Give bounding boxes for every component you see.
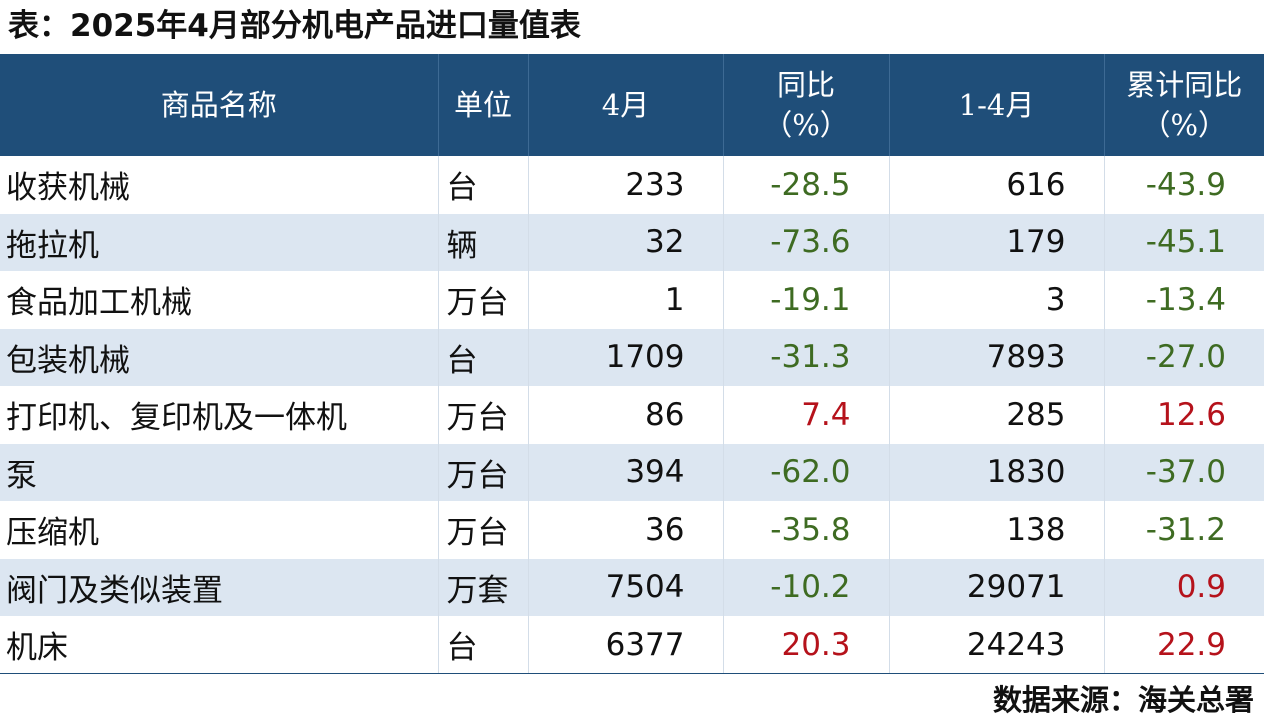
cell-month: 233: [527, 156, 723, 214]
table-row: 拖拉机 辆 32 -73.6 179 -45.1: [0, 213, 1264, 271]
cell-name: 机床: [0, 616, 438, 674]
header-name: 商品名称: [0, 54, 438, 156]
header-yoy-label: 同比: [776, 68, 835, 102]
table-row: 泵 万台 394 -62.0 1830 -37.0: [0, 443, 1264, 501]
cell-ytd-yoy: 12.6: [1103, 386, 1264, 444]
cell-unit: 万套: [437, 558, 528, 616]
cell-month: 1: [527, 271, 723, 329]
cell-month: 36: [527, 501, 723, 559]
table-title: 表：2025年4月部分机电产品进口量值表: [8, 8, 581, 44]
cell-ytd-yoy: -37.0: [1103, 443, 1264, 501]
table-row: 收获机械 台 233 -28.5 616 -43.9: [0, 156, 1264, 214]
cell-ytd: 138: [888, 501, 1104, 559]
cell-name: 阀门及类似装置: [0, 558, 438, 616]
cell-ytd-yoy: 0.9: [1103, 558, 1264, 616]
cell-yoy: -35.8: [722, 501, 889, 559]
cell-ytd: 29071: [888, 558, 1104, 616]
cell-name: 包装机械: [0, 328, 438, 386]
cell-unit: 万台: [437, 271, 528, 329]
cell-unit: 万台: [437, 443, 528, 501]
cell-unit: 台: [437, 156, 528, 214]
cell-ytd: 179: [888, 213, 1104, 271]
cell-ytd-yoy: -43.9: [1103, 156, 1264, 214]
table-body: 收获机械 台 233 -28.5 616 -43.9 拖拉机 辆 32 -73.…: [0, 156, 1264, 674]
table-row: 食品加工机械 万台 1 -19.1 3 -13.4: [0, 271, 1264, 329]
cell-month: 7504: [527, 558, 723, 616]
cell-unit: 台: [437, 616, 528, 674]
cell-yoy: -19.1: [722, 271, 889, 329]
cell-yoy: -10.2: [722, 558, 889, 616]
cell-name: 收获机械: [6, 170, 130, 207]
data-source: 数据来源：海关总署: [992, 683, 1254, 717]
table-row: 包装机械 台 1709 -31.3 7893 -27.0: [0, 328, 1264, 386]
cell-name: 压缩机: [6, 515, 99, 552]
table-row: 压缩机 万台 36 -35.8 138 -31.2: [0, 501, 1264, 559]
table-row: 打印机、复印机及一体机 万台 86 7.4 285 12.6: [0, 386, 1264, 444]
header-ytd-yoy-unit: （%）: [1141, 108, 1228, 142]
header-ytd: 1-4月: [888, 54, 1104, 156]
cell-name: 泵: [0, 443, 438, 501]
table-header: 商品名称 单位 4月 同比 （%） 1-4月 累计同比 （%）: [0, 54, 1264, 156]
header-unit: 单位: [437, 54, 528, 156]
cell-ytd-yoy: -27.0: [1103, 328, 1264, 386]
cell-unit: 万台: [437, 501, 528, 559]
cell-month: 32: [527, 213, 723, 271]
cell-ytd: 285: [888, 386, 1104, 444]
cell-ytd: 616: [888, 156, 1104, 214]
cell-ytd-yoy: 22.9: [1103, 616, 1264, 674]
cell-ytd: 1830: [888, 443, 1104, 501]
cell-ytd-yoy: -31.2: [1103, 501, 1264, 559]
header-ytd-yoy: 累计同比 （%）: [1103, 54, 1264, 156]
cell-month: 6377: [527, 616, 723, 674]
cell-month: 1709: [527, 328, 723, 386]
cell-unit: 台: [437, 328, 528, 386]
cell-yoy: -62.0: [722, 443, 889, 501]
cell-name: 食品加工机械: [6, 285, 192, 322]
cell-name: 打印机、复印机及一体机: [6, 400, 347, 437]
cell-yoy: 7.4: [722, 386, 889, 444]
cell-ytd: 3: [888, 271, 1104, 329]
table-row: 阀门及类似装置 万套 7504 -10.2 29071 0.9: [0, 558, 1264, 616]
table-row: 机床 台 6377 20.3 24243 22.9: [0, 616, 1264, 674]
header-yoy: 同比 （%）: [722, 54, 889, 156]
cell-month: 86: [527, 386, 723, 444]
cell-month: 394: [527, 443, 723, 501]
cell-ytd-yoy: -13.4: [1103, 271, 1264, 329]
cell-unit: 万台: [437, 386, 528, 444]
cell-ytd: 24243: [888, 616, 1104, 674]
cell-yoy: 20.3: [722, 616, 889, 674]
cell-yoy: -28.5: [722, 156, 889, 214]
cell-ytd: 7893: [888, 328, 1104, 386]
cell-ytd-yoy: -45.1: [1103, 213, 1264, 271]
header-ytd-yoy-label: 累计同比: [1126, 68, 1243, 102]
cell-yoy: -31.3: [722, 328, 889, 386]
cell-name: 拖拉机: [0, 213, 438, 271]
import-table: 商品名称 单位 4月 同比 （%） 1-4月 累计同比 （%） 收获机械 台 2…: [0, 54, 1264, 674]
header-yoy-unit: （%）: [763, 108, 849, 142]
cell-yoy: -73.6: [722, 213, 889, 271]
header-month: 4月: [527, 54, 723, 156]
cell-unit: 辆: [437, 213, 528, 271]
